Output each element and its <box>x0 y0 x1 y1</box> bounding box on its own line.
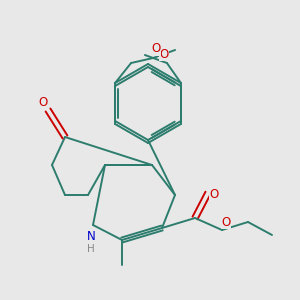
Text: O: O <box>159 47 169 61</box>
Text: N: N <box>87 230 95 244</box>
Text: O: O <box>38 95 48 109</box>
Text: O: O <box>152 43 161 56</box>
Text: H: H <box>87 244 95 254</box>
Text: O: O <box>221 215 231 229</box>
Text: O: O <box>209 188 219 202</box>
